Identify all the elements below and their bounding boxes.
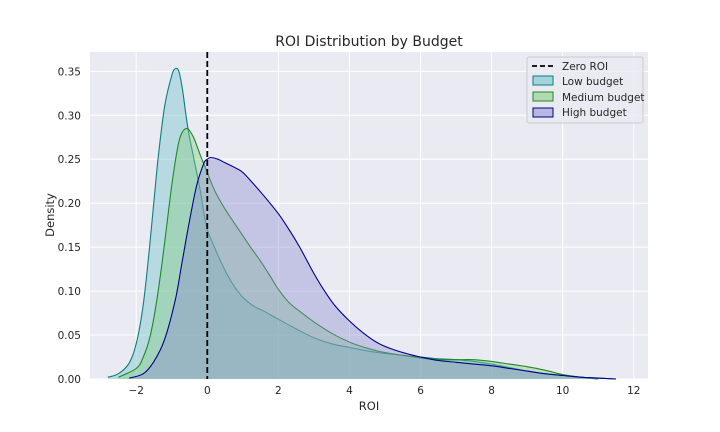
legend-low-budget-swatch xyxy=(532,75,554,86)
high-budget-line xyxy=(128,156,617,380)
y-tick-label: 0.25 xyxy=(58,154,81,166)
x-tick-label: −2 xyxy=(128,385,143,397)
y-tick-labels: 0.00 0.05 0.10 0.15 0.20 0.25 0.30 0.35 xyxy=(58,66,81,386)
medium-budget-area xyxy=(118,128,599,379)
series-layer xyxy=(107,67,617,380)
x-tick-label: 2 xyxy=(275,385,282,397)
y-tick-label: 0.20 xyxy=(58,198,81,210)
x-axis-label: ROI xyxy=(359,399,379,413)
legend-low-budget-label: Low budget xyxy=(562,76,623,88)
legend-high-budget-label: High budget xyxy=(562,107,627,119)
x-tick-label: 10 xyxy=(556,385,569,397)
medium-budget-line xyxy=(118,127,599,380)
y-tick-label: 0.10 xyxy=(58,286,81,298)
legend-high-budget-swatch xyxy=(532,107,554,118)
x-tick-label: 8 xyxy=(488,385,495,397)
high-budget-area xyxy=(129,157,616,379)
x-tick-labels: −2 0 2 4 6 8 10 12 xyxy=(128,385,640,397)
legend: Zero ROI Low budget Medium budget High b… xyxy=(526,56,645,124)
legend-zero-roi-label: Zero ROI xyxy=(562,61,608,73)
x-tick-label: 6 xyxy=(417,385,424,397)
y-tick-label: 0.15 xyxy=(58,242,81,254)
x-tick-label: 0 xyxy=(204,385,211,397)
x-tick-label: 12 xyxy=(627,385,640,397)
y-tick-label: 0.00 xyxy=(58,374,81,386)
legend-medium-budget-swatch xyxy=(532,91,554,102)
legend-box xyxy=(526,56,644,124)
x-tick-label: 4 xyxy=(346,385,353,397)
chart-title: ROI Distribution by Budget xyxy=(275,34,463,50)
low-budget-line xyxy=(107,67,617,380)
low-budget-area xyxy=(107,68,617,380)
y-tick-label: 0.30 xyxy=(58,110,81,122)
y-tick-label: 0.05 xyxy=(58,330,81,342)
y-tick-label: 0.35 xyxy=(58,66,81,78)
y-axis-label: Density xyxy=(43,193,57,237)
legend-medium-budget-label: Medium budget xyxy=(562,92,645,104)
